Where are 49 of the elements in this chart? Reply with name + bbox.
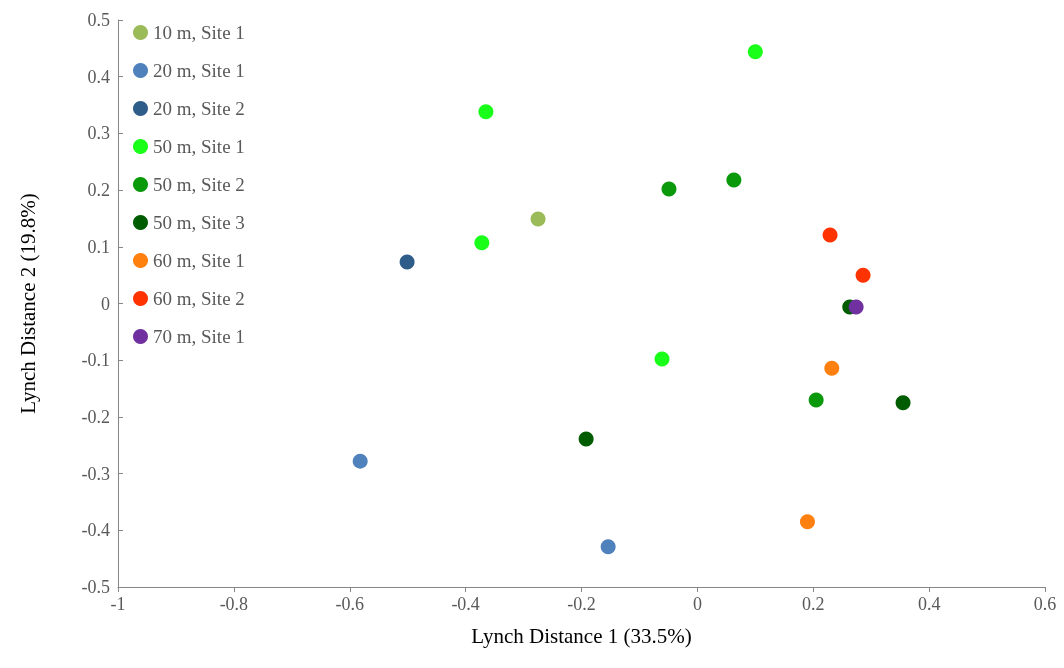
point bbox=[855, 267, 871, 283]
x-tick-label: -0.8 bbox=[219, 594, 249, 614]
point bbox=[654, 351, 670, 367]
point bbox=[747, 44, 763, 60]
y-tick-label: -0.4 bbox=[81, 520, 110, 541]
y-tick-label: -0.3 bbox=[81, 463, 110, 484]
x-tick-label: -0.4 bbox=[451, 594, 480, 614]
y-tick-label: 0.2 bbox=[87, 180, 110, 201]
legend-label: 60 m, Site 1 bbox=[153, 250, 245, 271]
x-tick-label: 0 bbox=[692, 594, 702, 614]
x-tick-label: 0.6 bbox=[1033, 594, 1057, 614]
y-tick-label: 0.5 bbox=[87, 10, 110, 30]
x-tick-label: -1 bbox=[110, 594, 126, 614]
point bbox=[352, 453, 368, 469]
point bbox=[478, 104, 494, 120]
point bbox=[726, 172, 742, 188]
y-tick-label: -0.1 bbox=[81, 350, 110, 371]
y-tick-label: 0.4 bbox=[87, 66, 110, 87]
legend-label: 50 m, Site 1 bbox=[153, 136, 245, 157]
point bbox=[474, 235, 490, 251]
legend-label: 10 m, Site 1 bbox=[153, 22, 245, 43]
x-tick-label: 0.4 bbox=[917, 594, 941, 614]
x-tick-label: -0.6 bbox=[335, 594, 364, 614]
legend-label: 70 m, Site 1 bbox=[153, 326, 245, 347]
point bbox=[530, 211, 546, 227]
point bbox=[399, 254, 415, 270]
point bbox=[578, 431, 594, 447]
point bbox=[895, 395, 911, 411]
point bbox=[600, 539, 616, 555]
point bbox=[824, 360, 840, 376]
y-tick-label: 0 bbox=[101, 293, 110, 314]
y-tick-label: -0.2 bbox=[81, 406, 110, 427]
x-axis-title: Lynch Distance 1 (33.5%) bbox=[471, 623, 692, 648]
x-tick-label: 0.2 bbox=[802, 594, 825, 614]
legend-label: 50 m, Site 2 bbox=[153, 174, 245, 195]
legend-label: 60 m, Site 2 bbox=[153, 288, 245, 309]
y-tick-label: 0.3 bbox=[87, 123, 110, 144]
y-tick-label: -0.5 bbox=[81, 577, 110, 597]
legend-label: 20 m, Site 1 bbox=[153, 60, 245, 81]
legend-label: 50 m, Site 3 bbox=[153, 212, 245, 233]
point bbox=[661, 181, 677, 197]
point bbox=[808, 392, 824, 408]
y-axis-title: Lynch Distance 2 (19.8%) bbox=[15, 193, 40, 414]
y-tick-label: 0.1 bbox=[87, 236, 110, 257]
point bbox=[822, 227, 838, 243]
x-tick-label: -0.2 bbox=[567, 594, 596, 614]
point bbox=[799, 514, 815, 530]
point bbox=[848, 299, 864, 315]
legend-label: 20 m, Site 2 bbox=[153, 98, 245, 119]
